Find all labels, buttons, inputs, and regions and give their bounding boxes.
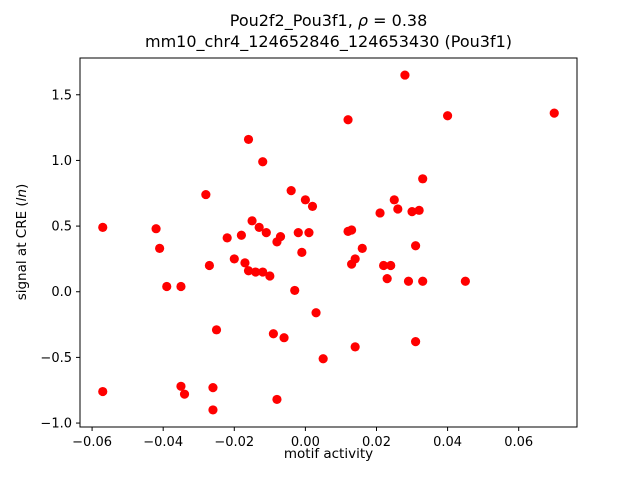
- y-tick-label: −0.5: [40, 351, 72, 366]
- scatter-point: [240, 258, 250, 268]
- scatter-point: [410, 337, 421, 347]
- scatter-point: [307, 201, 318, 211]
- chart-title-suffix: = 0.38: [368, 11, 428, 30]
- scatter-point: [400, 70, 410, 80]
- scatter-point: [236, 230, 247, 240]
- scatter-point: [382, 274, 392, 284]
- scatter-point: [386, 260, 396, 271]
- y-axis-label-ln: ln: [14, 189, 30, 202]
- y-tick-label: 1.0: [51, 154, 72, 169]
- x-tick-label: 0.04: [433, 435, 462, 450]
- chart-title: Pou2f2_Pou3f1, ρ = 0.38: [80, 10, 577, 31]
- scatter-point: [379, 260, 389, 271]
- scatter-point: [98, 222, 108, 232]
- y-axis-label-prefix: signal at CRE (: [14, 201, 30, 301]
- scatter-point: [258, 267, 268, 277]
- scatter-point: [258, 157, 268, 167]
- scatter-point: [208, 405, 218, 415]
- scatter-point: [155, 243, 165, 254]
- x-tick-label: 0.02: [362, 435, 391, 450]
- scatter-point: [279, 333, 289, 343]
- scatter-point: [162, 281, 172, 292]
- y-tick-label: −1.0: [40, 417, 72, 432]
- scatter-point: [179, 389, 190, 399]
- axes-frame: [79, 57, 578, 428]
- scatter-point: [350, 342, 360, 352]
- scatter-point: [290, 285, 300, 296]
- scatter-point: [201, 189, 211, 200]
- scatter-point: [407, 207, 417, 217]
- scatter-point: [418, 174, 428, 184]
- scatter-point: [350, 254, 360, 264]
- scatter-point: [229, 254, 239, 264]
- scatter-point: [261, 228, 271, 238]
- x-tick-label: 0.00: [291, 435, 320, 450]
- scatter-point: [247, 216, 257, 226]
- x-tick-label: −0.02: [214, 435, 254, 450]
- rho-symbol: ρ: [357, 11, 369, 30]
- scatter-point: [98, 386, 108, 397]
- chart-title-prefix: Pou2f2_Pou3f1,: [229, 11, 358, 30]
- scatter-point: [268, 329, 278, 339]
- scatter-point: [410, 241, 421, 251]
- scatter-point: [343, 115, 353, 125]
- scatter-point: [211, 325, 222, 335]
- scatter-point: [311, 308, 321, 318]
- scatter-point: [254, 222, 264, 232]
- scatter-point: [347, 225, 357, 235]
- scatter-point: [393, 204, 403, 214]
- scatter-point: [204, 260, 215, 271]
- scatter-point: [442, 111, 453, 121]
- y-tick-label: 1.5: [51, 88, 72, 103]
- scatter-point: [272, 394, 282, 405]
- scatter-point: [357, 243, 367, 254]
- x-tick-label: −0.06: [72, 435, 112, 450]
- x-tick-label: 0.06: [504, 435, 533, 450]
- scatter-point: [208, 383, 218, 393]
- chart-subtitle: mm10_chr4_124652846_124653430 (Pou3f1): [144, 32, 513, 51]
- scatter-point: [300, 195, 310, 205]
- y-axis-label-suffix: ): [14, 183, 30, 189]
- scatter-point: [403, 276, 414, 286]
- scatter-point: [243, 134, 254, 145]
- y-tick-label: 0.5: [51, 220, 72, 235]
- scatter-point: [389, 195, 399, 205]
- scatter-point: [375, 208, 385, 218]
- scatter-point: [286, 186, 296, 196]
- y-tick-label: 0.0: [51, 285, 72, 300]
- scatter-point: [549, 108, 559, 118]
- scatter-point: [222, 233, 232, 243]
- chart-title-block: Pou2f2_Pou3f1, ρ = 0.38 mm10_chr4_124652…: [80, 10, 577, 52]
- scatter-point: [151, 224, 161, 234]
- x-axis-label: motif activity: [283, 446, 374, 462]
- scatter-point: [304, 228, 314, 238]
- scatter-point: [318, 354, 328, 364]
- scatter-point: [418, 276, 428, 286]
- scatter-point: [251, 267, 261, 277]
- x-tick-label: −0.04: [143, 435, 183, 450]
- scatter-point: [293, 228, 303, 238]
- scatter-point: [460, 276, 470, 286]
- scatter-point: [176, 381, 186, 391]
- scatter-point: [414, 205, 424, 215]
- y-axis-label: signal at CRE (ln): [14, 58, 30, 427]
- scatter-point: [275, 231, 286, 242]
- scatter-point: [243, 266, 254, 276]
- scatter-point: [176, 281, 186, 292]
- scatter-point: [297, 247, 307, 257]
- scatter-point: [265, 271, 275, 281]
